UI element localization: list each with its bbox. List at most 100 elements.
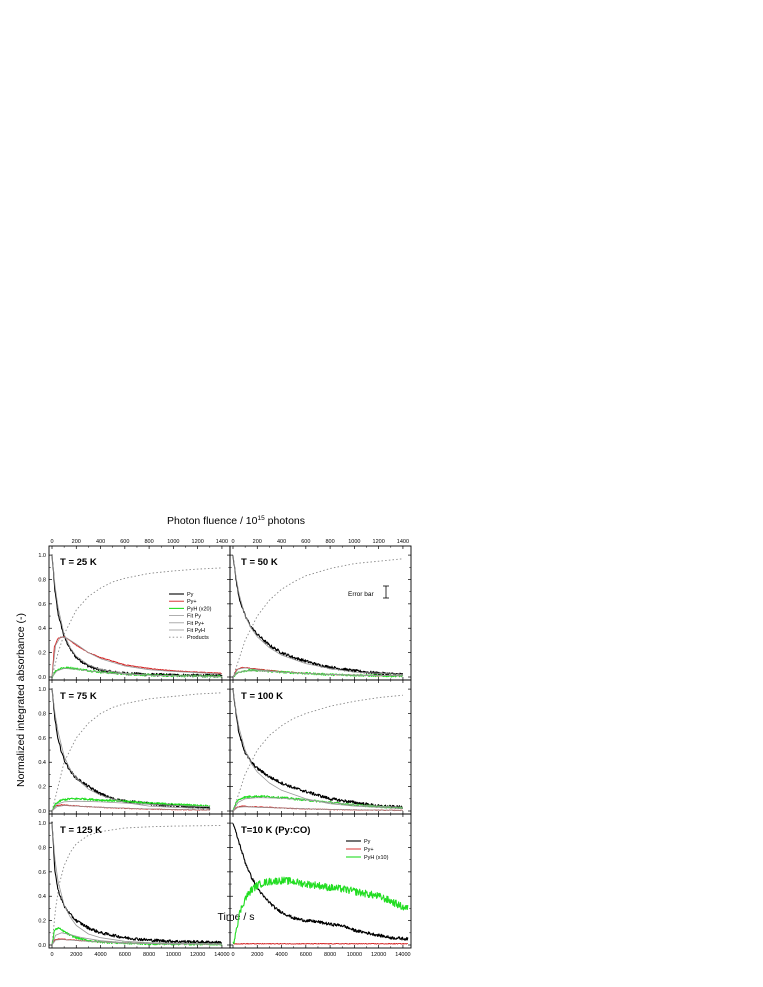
y-tick-label: 0.0 bbox=[38, 809, 46, 815]
top-tick-label: 200 bbox=[253, 539, 262, 545]
y-axis-title: Normalized integrated absorbance (-) bbox=[15, 613, 27, 787]
x-tick-label: 2000 bbox=[70, 952, 82, 958]
y-tick-label: 0.0 bbox=[38, 943, 46, 949]
series-fit-py bbox=[232, 555, 403, 675]
top-tick-label: 400 bbox=[277, 539, 286, 545]
series-fit-py bbox=[51, 823, 222, 945]
series-py bbox=[51, 636, 223, 678]
x-tick-label: 2000 bbox=[251, 952, 263, 958]
x-tick-label: 0 bbox=[50, 952, 53, 958]
series-py bbox=[232, 555, 404, 677]
series-pyh-x10 bbox=[232, 876, 409, 945]
top-tick-label: 1400 bbox=[397, 539, 409, 545]
series-products bbox=[51, 692, 222, 812]
x-tick-label: 10000 bbox=[347, 952, 362, 958]
legend-label-py: Py+ bbox=[364, 847, 374, 853]
legend: Py Py+ PyH (x10) bbox=[346, 839, 389, 861]
x-tick-label: 4000 bbox=[275, 952, 287, 958]
error-bar-label: Error bar bbox=[348, 591, 374, 598]
top-tick-label: 0 bbox=[231, 539, 234, 545]
series-products bbox=[51, 825, 222, 946]
series-group bbox=[51, 554, 223, 678]
panel-t-125-k: 0.0 0.2 0.4 0.6 0.8 1.0 0 2000 4000 6000 8000 10000… bbox=[38, 813, 231, 958]
legend-label-fit-py: Fit Py+ bbox=[187, 621, 204, 627]
series-py bbox=[51, 821, 222, 945]
x-tick-label: 14000 bbox=[214, 952, 229, 958]
top-tick-label: 1400 bbox=[216, 539, 228, 545]
top-tick-label: 1200 bbox=[373, 539, 385, 545]
x-tick-label: 6000 bbox=[300, 952, 312, 958]
legend-label-py: Py bbox=[364, 839, 371, 845]
x-tick-label: 0 bbox=[231, 952, 234, 958]
top-tick-label: 600 bbox=[120, 539, 129, 545]
top-axis-title-sup: 15 bbox=[257, 515, 265, 522]
top-tick-label: 600 bbox=[301, 539, 310, 545]
x-tick-label: 8000 bbox=[324, 952, 336, 958]
x-tick-label: 4000 bbox=[94, 952, 106, 958]
series-fit-py bbox=[51, 805, 210, 812]
panel-t-10-k-py-co: 0 2000 4000 6000 8000 10000 12000 14000 T=10 K (… bbox=[229, 813, 412, 958]
y-tick-label: 0.6 bbox=[38, 870, 46, 876]
legend-label-py: Py+ bbox=[187, 599, 197, 605]
series-py bbox=[51, 554, 223, 678]
top-axis-title: Photon fluence / 1015 photons bbox=[167, 515, 305, 527]
top-axis-title-tail: photons bbox=[265, 515, 305, 527]
series-fit-py bbox=[232, 689, 403, 809]
series-fit-pyh bbox=[51, 668, 222, 678]
panel-t-100-k: T = 100 K bbox=[229, 679, 412, 815]
panel-title: T = 25 K bbox=[60, 557, 97, 568]
y-tick-label: 0.2 bbox=[38, 651, 46, 657]
y-tick-label: 0.4 bbox=[38, 760, 46, 766]
series-group bbox=[232, 688, 404, 812]
panel-title: T = 125 K bbox=[60, 825, 102, 836]
series-products bbox=[232, 694, 403, 812]
panel-title: T=10 K (Py:CO) bbox=[241, 825, 310, 836]
y-tick-label: 0.8 bbox=[38, 845, 46, 851]
panel-title: T = 100 K bbox=[241, 691, 283, 702]
panel-title: T = 50 K bbox=[241, 557, 278, 568]
series-products bbox=[232, 558, 403, 678]
y-tick-label: 0.6 bbox=[38, 736, 46, 742]
panel-t-25-k: 0.0 0.2 0.4 0.6 0.8 1.0 0 200 400 600 800 1000 1200 1… bbox=[38, 539, 231, 681]
y-tick-label: 0.4 bbox=[38, 894, 46, 900]
x-tick-label: 14000 bbox=[395, 952, 410, 958]
series-products bbox=[51, 567, 222, 678]
panel-title: T = 75 K bbox=[60, 691, 97, 702]
series-fit-pyh bbox=[51, 800, 210, 812]
y-tick-label: 0.8 bbox=[38, 577, 46, 583]
legend-label-fit-pyh: Fit PyH bbox=[187, 628, 205, 634]
y-tick-label: 0.6 bbox=[38, 602, 46, 608]
x-tick-label: 6000 bbox=[119, 952, 131, 958]
series-fit-py bbox=[232, 806, 403, 812]
top-tick-label: 0 bbox=[50, 539, 53, 545]
series-fit-pyh bbox=[232, 797, 403, 812]
series-group bbox=[232, 555, 404, 678]
top-axis-title-main: Photon fluence / 10 bbox=[167, 515, 258, 527]
y-tick-label: 0.8 bbox=[38, 711, 46, 717]
y-tick-label: 0.2 bbox=[38, 919, 46, 925]
legend-label-pyh-x10: PyH (x10) bbox=[364, 855, 389, 861]
legend-label-py: Py bbox=[187, 592, 194, 598]
legend-label-products: Products bbox=[187, 635, 209, 641]
legend-label-fit-py: Fit Py bbox=[187, 614, 201, 620]
panel-t-75-k: 0.0 0.2 0.4 0.6 0.8 1.0 T = 75 K bbox=[38, 679, 231, 815]
y-tick-label: 0.0 bbox=[38, 675, 46, 681]
series-pyh-x20 bbox=[51, 797, 211, 812]
top-tick-label: 800 bbox=[145, 539, 154, 545]
top-tick-label: 400 bbox=[96, 539, 105, 545]
series-fit-pyh bbox=[232, 670, 403, 678]
panel-t-50-k: 0 200 400 600 800 1000 1200 1400 T = 50 K bbox=[229, 539, 412, 681]
top-tick-label: 1000 bbox=[167, 539, 179, 545]
x-axis-title: Time / s bbox=[218, 911, 255, 923]
series-group bbox=[51, 688, 222, 812]
series-py bbox=[232, 823, 409, 941]
y-tick-label: 1.0 bbox=[38, 821, 46, 827]
error-bar-annotation: Error bar bbox=[348, 585, 389, 599]
panels: 0.0 0.2 0.4 0.6 0.8 1.0 0 200 400 600 800 1000 1200 1… bbox=[38, 539, 412, 958]
y-tick-label: 1.0 bbox=[38, 553, 46, 559]
y-tick-label: 0.2 bbox=[38, 785, 46, 791]
legend-label-pyh-x20: PyH (x20) bbox=[187, 606, 212, 612]
series-py bbox=[232, 942, 409, 945]
